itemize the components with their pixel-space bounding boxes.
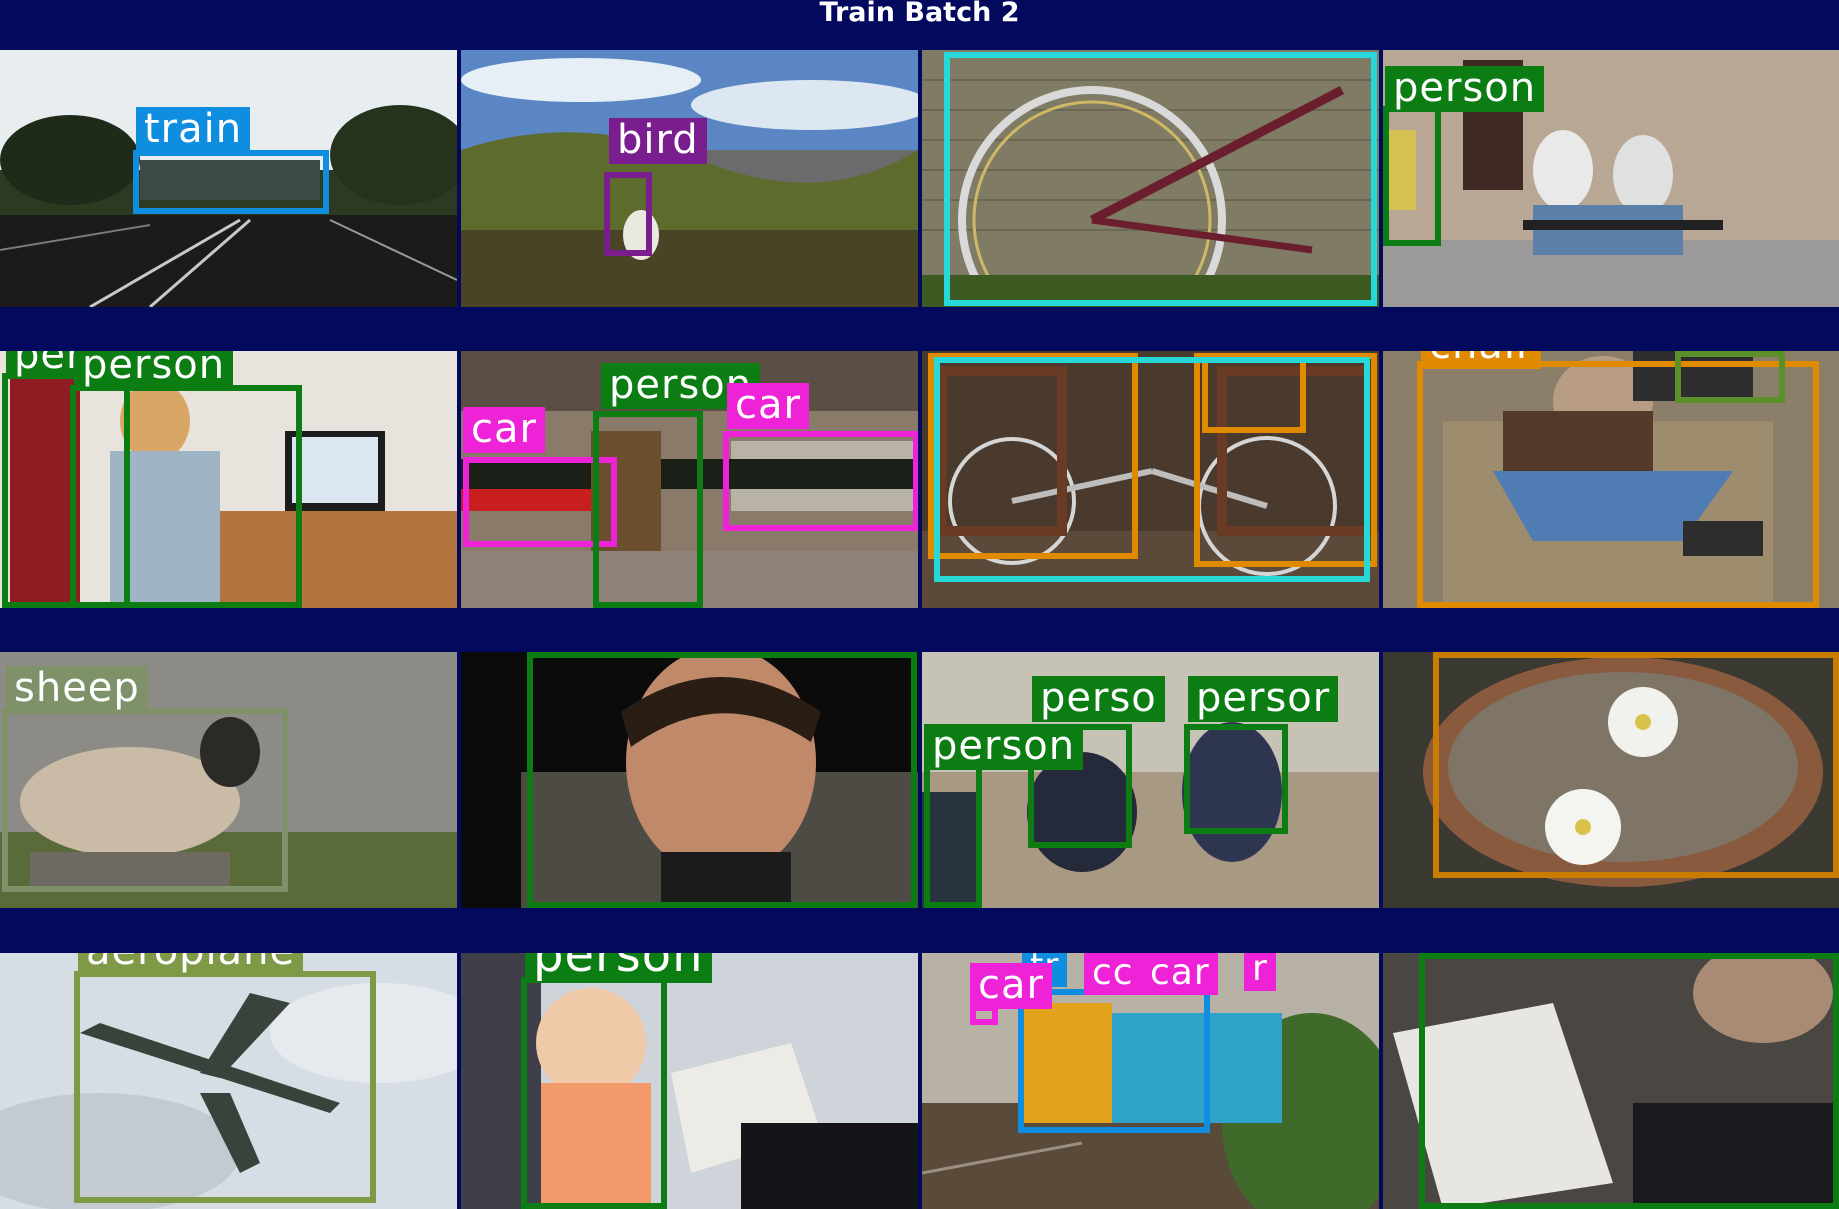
person-label: person xyxy=(525,953,712,983)
sheep-label: sheep xyxy=(6,666,148,712)
car-label: r xyxy=(1244,953,1276,991)
image-tile-13: aeroplane xyxy=(0,953,457,1209)
car-label: cc xyxy=(1084,953,1142,995)
dining-table-box xyxy=(1675,351,1785,403)
person-label: person xyxy=(1385,66,1545,112)
image-tile-1: train xyxy=(0,50,457,307)
person-label: persor xyxy=(1188,676,1339,722)
car-box xyxy=(723,431,918,531)
image-tile-4: person xyxy=(1383,50,1839,307)
bicycle-box xyxy=(934,357,1370,582)
image-tile-15: tr car cc car r xyxy=(922,953,1379,1209)
train-label: train xyxy=(136,107,251,153)
tile-photo xyxy=(922,50,1379,307)
bird-label: bird xyxy=(609,118,707,164)
car-label: car xyxy=(970,963,1052,1009)
sheep-box xyxy=(2,708,288,892)
image-tile-11: person perso persor xyxy=(922,652,1379,908)
person-label: perso xyxy=(1032,676,1165,722)
image-tile-16 xyxy=(1383,953,1839,1209)
potted-plant-box xyxy=(1433,652,1839,878)
person-box xyxy=(924,764,982,908)
aeroplane-box xyxy=(74,971,376,1203)
car-label: car xyxy=(463,407,545,453)
image-tile-2: bird xyxy=(461,50,918,307)
tile-photo xyxy=(0,50,457,307)
person-label: person xyxy=(924,724,1084,770)
car-label: car xyxy=(1142,953,1218,995)
image-tile-10 xyxy=(461,652,918,908)
image-tile-14: person xyxy=(461,953,918,1209)
person-box xyxy=(1383,106,1441,246)
tile-photo xyxy=(0,351,457,608)
image-tile-7 xyxy=(922,351,1379,608)
person-box xyxy=(1184,724,1288,834)
image-tile-6: car person car xyxy=(461,351,918,608)
person-label: person xyxy=(74,351,234,389)
tile-photo xyxy=(461,50,918,307)
aeroplane-label: aeroplane xyxy=(78,953,304,975)
person-box xyxy=(527,652,917,908)
train-box xyxy=(133,150,329,214)
chair-box xyxy=(1202,353,1306,433)
bird-box xyxy=(604,172,652,256)
tile-photo xyxy=(461,652,918,908)
chair-label: chair xyxy=(1421,351,1542,369)
train-box xyxy=(1018,989,1210,1133)
tile-photo xyxy=(1383,953,1839,1209)
chair-box xyxy=(928,353,1138,559)
car-label: car xyxy=(727,383,809,429)
tile-photo xyxy=(1383,351,1839,608)
person-box xyxy=(1419,953,1839,1209)
image-tile-3 xyxy=(922,50,1379,307)
car-box xyxy=(463,457,617,547)
image-tile-12 xyxy=(1383,652,1839,908)
plot-title: Train Batch 2 xyxy=(819,0,1020,28)
chair-box xyxy=(1417,361,1819,608)
tile-photo xyxy=(461,953,918,1209)
image-tile-8: chair xyxy=(1383,351,1839,608)
image-tile-5: person person xyxy=(0,351,457,608)
tile-photo xyxy=(1383,652,1839,908)
person-box xyxy=(521,977,667,1209)
bicycle-box xyxy=(944,52,1377,306)
person-box xyxy=(70,385,302,608)
person-box xyxy=(593,411,703,608)
image-tile-9: sheep xyxy=(0,652,457,908)
